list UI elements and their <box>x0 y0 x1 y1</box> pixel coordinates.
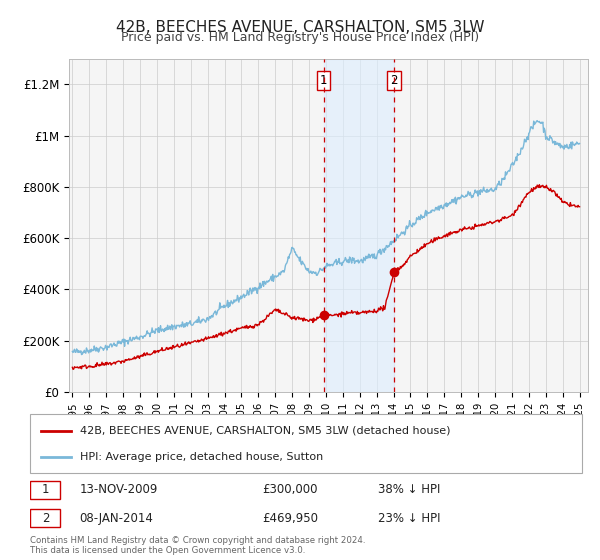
Text: 1: 1 <box>42 483 49 496</box>
Text: HPI: Average price, detached house, Sutton: HPI: Average price, detached house, Sutt… <box>80 452 323 462</box>
Text: 2: 2 <box>391 74 398 87</box>
Text: Contains HM Land Registry data © Crown copyright and database right 2024.: Contains HM Land Registry data © Crown c… <box>30 536 365 545</box>
Text: 23% ↓ HPI: 23% ↓ HPI <box>378 512 440 525</box>
Text: 38% ↓ HPI: 38% ↓ HPI <box>378 483 440 496</box>
Text: 08-JAN-2014: 08-JAN-2014 <box>80 512 154 525</box>
Text: 2: 2 <box>42 512 49 525</box>
Text: 42B, BEECHES AVENUE, CARSHALTON, SM5 3LW (detached house): 42B, BEECHES AVENUE, CARSHALTON, SM5 3LW… <box>80 426 450 436</box>
Bar <box>324 59 394 392</box>
FancyBboxPatch shape <box>30 481 61 499</box>
Text: £469,950: £469,950 <box>262 512 318 525</box>
Text: 13-NOV-2009: 13-NOV-2009 <box>80 483 158 496</box>
Text: This data is licensed under the Open Government Licence v3.0.: This data is licensed under the Open Gov… <box>30 545 305 555</box>
Text: £300,000: £300,000 <box>262 483 317 496</box>
FancyBboxPatch shape <box>30 414 582 473</box>
Text: Price paid vs. HM Land Registry's House Price Index (HPI): Price paid vs. HM Land Registry's House … <box>121 31 479 44</box>
Text: 1: 1 <box>320 74 328 87</box>
Text: 42B, BEECHES AVENUE, CARSHALTON, SM5 3LW: 42B, BEECHES AVENUE, CARSHALTON, SM5 3LW <box>116 20 484 35</box>
FancyBboxPatch shape <box>30 509 61 527</box>
